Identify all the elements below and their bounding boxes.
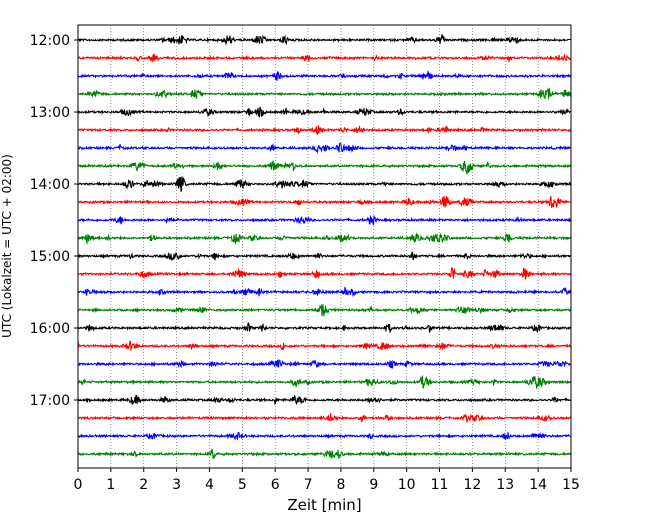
trace-row-1345: [77, 160, 572, 175]
trace-row-1315: [77, 125, 572, 135]
x-tick-label: 11: [431, 477, 449, 493]
x-axis-title: Zeit [min]: [287, 496, 361, 514]
trace-row-1230: [77, 69, 572, 81]
trace-row-1745: [77, 449, 572, 460]
plot-frame: [77, 24, 572, 469]
y-tick-label: 15:00: [30, 249, 70, 265]
trace-row-1430: [77, 215, 572, 226]
seismic-traces: [77, 34, 572, 460]
trace-row-1700: [77, 394, 572, 406]
trace-row-1330: [77, 142, 572, 154]
y-axis-title: UTC (Lokalzeit = UTC + 02:00): [0, 154, 14, 338]
x-tick-label: 5: [238, 477, 247, 493]
trace-row-1715: [77, 413, 572, 423]
trace-row-1245: [77, 87, 572, 100]
trace-row-1515: [77, 267, 572, 280]
trace-row-1730: [77, 431, 572, 441]
trace-row-1645: [77, 375, 572, 390]
x-tick-label: 0: [74, 477, 83, 493]
x-tick-label: 1: [106, 477, 115, 493]
trace-row-1400: [77, 176, 572, 192]
x-tick-label: 8: [336, 477, 345, 493]
trace-row-1530: [77, 286, 572, 297]
x-tick-label: 2: [139, 477, 148, 493]
x-tick-label: 15: [562, 477, 580, 493]
trace-row-1615: [77, 340, 572, 351]
y-tick-label: 17:00: [30, 393, 70, 409]
y-axis-ticks: 12:00 13:00 14:00 15:00 16:00 17:00: [30, 33, 78, 409]
grid-lines: [110, 25, 539, 468]
x-tick-label: 12: [463, 477, 481, 493]
trace-row-1415: [77, 195, 572, 209]
y-tick-label: 12:00: [30, 33, 70, 49]
trace-row-1600: [77, 322, 572, 334]
trace-row-1300: [77, 106, 572, 118]
x-tick-label: 3: [172, 477, 181, 493]
x-tick-label: 9: [369, 477, 378, 493]
y-tick-label: 13:00: [30, 105, 70, 121]
trace-row-1545: [77, 304, 572, 317]
trace-row-1445: [77, 232, 572, 245]
y-tick-label: 16:00: [30, 321, 70, 337]
x-tick-label: 13: [496, 477, 514, 493]
x-tick-label: 14: [529, 477, 547, 493]
x-axis-ticks: 0 1 2 3 4 5 6 7 8 9 10 11 12 13 14 15: [74, 468, 580, 493]
trace-row-1215: [77, 53, 572, 63]
x-tick-label: 7: [304, 477, 313, 493]
trace-row-1500: [77, 251, 572, 261]
trace-row-1200: [77, 34, 572, 46]
x-tick-label: 10: [398, 477, 416, 493]
trace-row-1630: [77, 358, 572, 369]
x-tick-label: 6: [271, 477, 280, 493]
x-tick-label: 4: [205, 477, 214, 493]
y-tick-label: 14:00: [30, 177, 70, 193]
